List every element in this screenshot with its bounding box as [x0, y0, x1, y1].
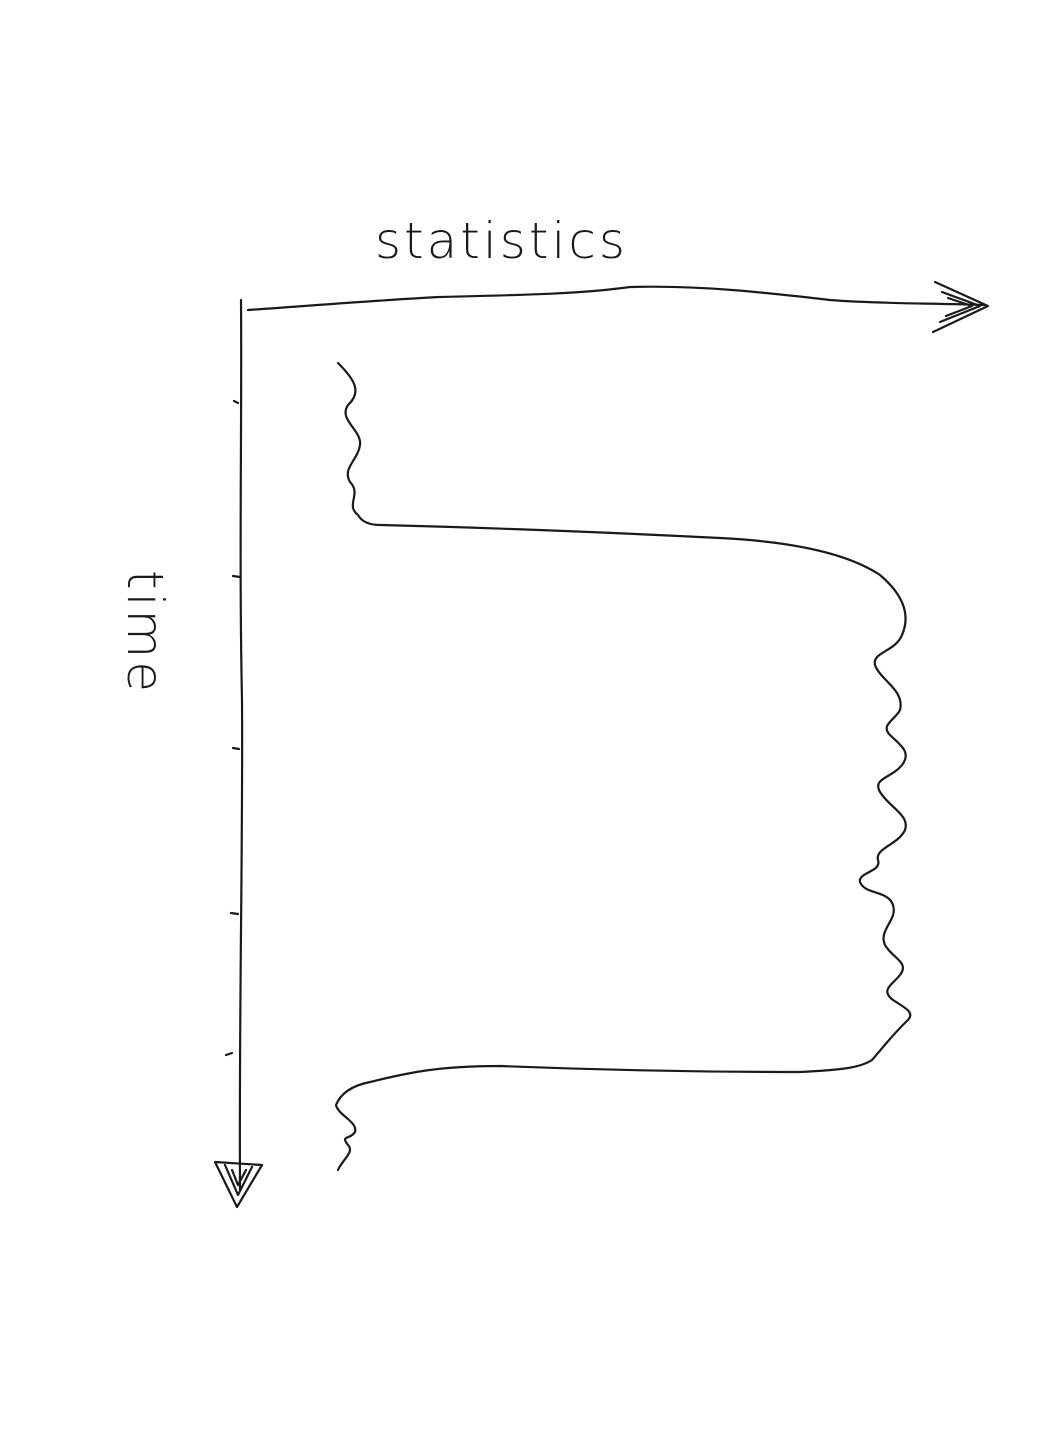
- x-axis: [246, 285, 987, 312]
- y-ticks: [224, 399, 242, 1057]
- curve: [334, 361, 912, 1172]
- x-axis-label: statistics: [375, 212, 628, 270]
- y-axis-label: time: [116, 570, 174, 695]
- y-axis-arrow: [213, 1160, 264, 1209]
- y-tick: [229, 911, 240, 916]
- y-tick: [232, 399, 240, 405]
- y-tick: [231, 574, 242, 579]
- x-axis-arrow: [931, 280, 990, 334]
- y-tick: [231, 746, 241, 751]
- y-tick: [224, 1051, 234, 1057]
- y-axis: [238, 298, 244, 1192]
